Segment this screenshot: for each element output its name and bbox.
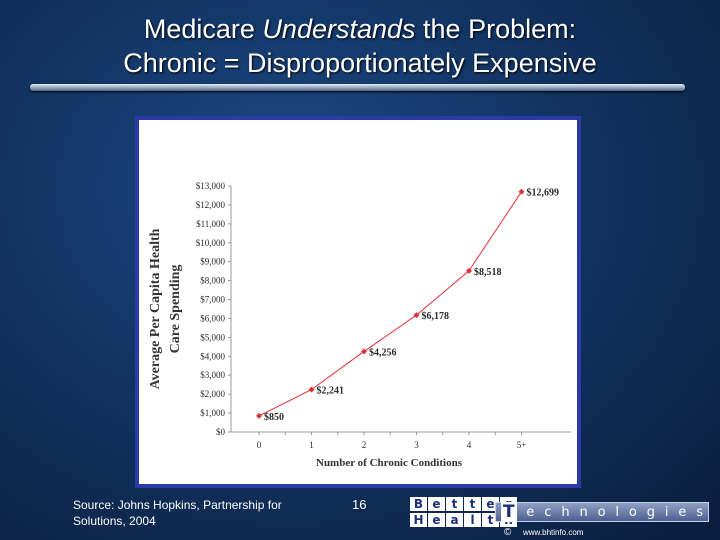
logo-technologies-letter: o <box>597 504 606 520</box>
data-label: $6,178 <box>422 311 450 322</box>
data-point <box>256 412 262 419</box>
logo-technologies-letter: l <box>615 504 620 520</box>
slide-number: 16 <box>352 497 367 512</box>
logo-technologies-letter: h <box>561 504 570 520</box>
logo-technologies-letter: s <box>696 504 704 520</box>
y-tick-label: $4,000 <box>200 351 225 361</box>
y-tick-label: $3,000 <box>200 370 225 380</box>
x-tick-label: 0 <box>257 440 262 450</box>
y-tick-label: $12,000 <box>196 200 226 210</box>
data-point <box>518 188 525 195</box>
data-label: $8,518 <box>474 267 502 278</box>
slide-title-line1: Medicare Understands the Problem: <box>0 12 720 46</box>
y-tick-label: $5,000 <box>200 332 225 342</box>
title-text-emphasis: Understands <box>262 14 416 44</box>
y-tick-label: $6,000 <box>200 313 225 323</box>
x-tick-label: 5+ <box>517 440 527 450</box>
title-text-pre: Medicare <box>143 14 263 44</box>
slide-title-line2: Chronic = Disproportionately Expensive <box>123 48 597 78</box>
y-tick-label: $0 <box>216 427 226 437</box>
chart-frame: $0 $1,000 $2,000 $3,000 $4,000 $5,000 $6,000 $7… <box>135 116 581 488</box>
y-tick-label: $7,000 <box>200 295 225 305</box>
y-tick-label: $8,000 <box>200 276 225 286</box>
logo-better-letter: t <box>446 497 463 511</box>
x-axis-title: Number of Chronic Conditions <box>316 457 463 469</box>
logo-health-letter: e <box>428 513 445 527</box>
logo-health-letter: H <box>410 513 427 527</box>
copyright-symbol: © <box>504 527 512 538</box>
y-tick-label: $11,000 <box>196 219 225 229</box>
logo-technologies-letter: o <box>628 504 637 520</box>
logo-better-letter: e <box>482 497 499 511</box>
logo-technologies-letter: i <box>664 504 669 520</box>
data-point <box>466 267 472 274</box>
data-point <box>361 348 367 355</box>
title-divider <box>30 84 685 91</box>
title-text-post: the Problem: <box>415 14 577 44</box>
y-tick-label: $2,000 <box>200 389 225 399</box>
source-note: Source: Johns Hopkins, Partnership for S… <box>73 498 282 528</box>
y-tick-label: $10,000 <box>196 238 226 248</box>
logo-better-letter: t <box>464 497 481 511</box>
data-label: $850 <box>264 412 284 423</box>
logo-health-letter: t <box>482 513 499 527</box>
data-label: $2,241 <box>317 386 345 397</box>
logo-health-letter: a <box>446 513 463 527</box>
logo-technologies-letter: n <box>579 504 588 520</box>
logo-technologies-letter: e <box>678 504 687 520</box>
data-label: $4,256 <box>369 347 397 358</box>
logo-better-letter: B <box>410 497 427 511</box>
x-tick-label: 4 <box>467 440 472 450</box>
x-tick-label: 3 <box>414 440 419 450</box>
line-chart: $0 $1,000 $2,000 $3,000 $4,000 $5,000 $6,000 $7… <box>148 181 571 469</box>
logo-technologies-letter: T <box>500 502 517 522</box>
y-axis-title-line2: Care Spending <box>168 265 183 354</box>
series-line <box>258 191 522 417</box>
logo-health-letter: l <box>464 513 481 527</box>
data-point <box>308 386 315 393</box>
x-tick-label: 2 <box>362 440 367 450</box>
data-point <box>413 312 420 319</box>
logo-better-letter: e <box>428 497 445 511</box>
logo-technologies-letter: g <box>646 504 656 520</box>
y-tick-label: $13,000 <box>196 181 226 191</box>
y-axis-title-line1: Average Per Capita Health <box>148 228 163 389</box>
y-tick-label: $1,000 <box>200 408 225 418</box>
x-tick-label: 1 <box>309 440 314 450</box>
logo-url: www.bhtinfo.com <box>523 528 584 537</box>
slide-title: Medicare Understands the Problem: Chroni… <box>0 12 720 80</box>
y-tick-label: $9,000 <box>200 257 225 267</box>
data-label: $12,699 <box>527 188 560 199</box>
logo-technologies-letter: e <box>526 504 535 520</box>
logo-technologies-letter: c <box>544 504 552 520</box>
